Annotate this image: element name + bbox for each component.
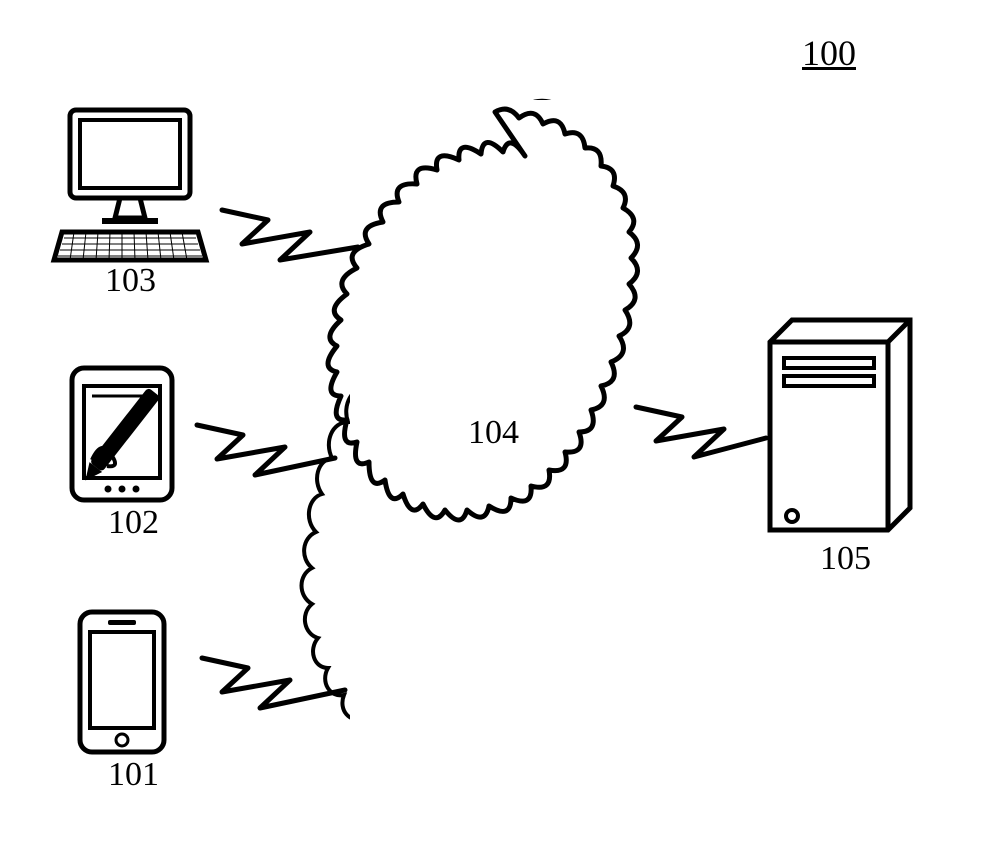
label-102: 102 [108,504,159,542]
label-104: 104 [468,414,519,452]
tablet-icon [72,368,172,500]
diagram-canvas: 100 [0,0,1000,848]
server-icon [770,320,910,530]
label-105: 105 [820,540,871,578]
label-103: 103 [105,262,156,300]
phone-icon [80,612,164,752]
desktop-icon [54,110,206,260]
label-101: 101 [108,756,159,794]
